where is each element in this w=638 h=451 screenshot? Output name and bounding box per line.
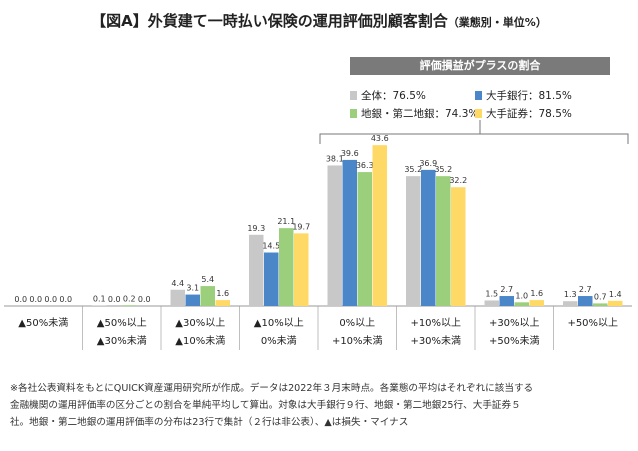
category-label: +10%未満 (332, 335, 383, 347)
bar (249, 234, 264, 306)
data-label: 36.9 (419, 159, 437, 168)
bar (499, 296, 514, 306)
legend-label: 大手証券：78.5% (486, 108, 572, 120)
footnote-line: 社。地銀・第二地銀の運用評価率の分布は23行で集計（２行は非公表）、▲は損失・マ… (10, 417, 409, 428)
bar (122, 305, 137, 306)
category-label: ▲30%以上 (175, 317, 225, 329)
data-label: 4.4 (171, 279, 184, 288)
bar (436, 176, 451, 306)
bar (514, 302, 529, 306)
legend-item-major-banks: 大手銀行：81.5% (475, 88, 572, 103)
data-label: 35.2 (404, 165, 422, 174)
data-label: 1.0 (515, 291, 528, 300)
data-label: 0.2 (123, 294, 136, 303)
legend-swatch (350, 109, 357, 118)
data-label: 1.4 (609, 290, 622, 299)
chart-title-main: 【図A】外貨建て一時払い保険の運用評価別顧客割合 (91, 12, 448, 30)
category-label: +30%以上 (489, 317, 540, 329)
legend-swatch (350, 91, 357, 100)
data-label: 1.5 (485, 289, 498, 298)
bar (170, 289, 185, 306)
data-label: 0.0 (138, 295, 151, 304)
data-label: 0.0 (29, 295, 42, 304)
data-label: 0.0 (14, 295, 27, 304)
category-label: ▲10%以上 (254, 317, 304, 329)
category-label: +50%以上 (567, 317, 618, 329)
bar (264, 252, 279, 306)
bar (215, 300, 230, 306)
category-label: ▲30%未満 (97, 335, 147, 347)
legend: 全体：76.5% 大手銀行：81.5% 地銀・第二地銀：74.3% 大手証券：7… (350, 82, 610, 120)
category-label: +30%未満 (410, 335, 461, 347)
category-label: ▲50%未満 (18, 317, 68, 329)
data-label: 21.1 (277, 217, 295, 226)
legend-swatch (475, 91, 482, 100)
bar (608, 300, 623, 306)
data-label: 19.3 (247, 224, 265, 233)
data-label: 0.0 (59, 295, 72, 304)
legend-label: 全体：76.5% (361, 90, 426, 102)
bar (279, 228, 294, 306)
category-label: +50%未満 (489, 335, 540, 347)
legend-heading: 評価損益がプラスの割合 (350, 57, 610, 75)
bar (406, 176, 421, 306)
data-label: 39.6 (341, 149, 359, 158)
category-label: +10%以上 (410, 317, 461, 329)
data-label: 2.7 (500, 285, 513, 294)
bar (342, 159, 357, 306)
data-label: 38.1 (326, 154, 344, 163)
legend-item-all: 全体：76.5% (350, 88, 426, 103)
data-label: 36.3 (356, 161, 374, 170)
data-label: 0.0 (108, 295, 121, 304)
data-label: 1.6 (530, 289, 543, 298)
category-label: ▲10%未満 (175, 335, 225, 347)
bar-chart: 0.0 0.0 0.0 0.0▲50%未満0.1 0.0 0.2 0.0▲50%以上▲30%… (4, 120, 632, 350)
bar (327, 165, 342, 306)
legend-item-regional-banks: 地銀・第二地銀：74.3% (350, 106, 478, 121)
category-label: 0%未満 (261, 335, 297, 347)
data-label: 0.7 (594, 292, 607, 301)
data-label: 35.2 (434, 165, 452, 174)
chart-title-sub: （業態別・単位%） (447, 16, 547, 29)
data-label: 2.7 (579, 285, 592, 294)
footnote-line: 金融機関の運用評価率の区分ごとの割合を単純平均して算出。対象は大手銀行９行、地銀… (10, 400, 521, 411)
bar (200, 286, 215, 306)
data-label: 5.4 (201, 275, 214, 284)
bar (451, 187, 466, 306)
bar (372, 145, 387, 306)
data-label: 1.3 (564, 290, 577, 299)
positive-range-bracket (319, 133, 629, 144)
bar (185, 294, 200, 306)
bar (563, 301, 578, 306)
data-label: 1.6 (216, 289, 229, 298)
footnote: ※各社公表資料をもとにQUICK資産運用研究所が作成。データは2022年３月末時… (10, 380, 630, 431)
bar (357, 172, 372, 306)
bar (294, 233, 309, 306)
footnote-line: ※各社公表資料をもとにQUICK資産運用研究所が作成。データは2022年３月末時… (10, 383, 534, 394)
legend-label: 地銀・第二地銀：74.3% (361, 108, 479, 120)
bar (484, 300, 499, 306)
data-label: 3.1 (186, 284, 199, 293)
data-label: 43.6 (371, 134, 389, 143)
legend-item-major-securities: 大手証券：78.5% (475, 106, 572, 121)
data-label: 14.5 (262, 242, 280, 251)
chart-title: 【図A】外貨建て一時払い保険の運用評価別顧客割合（業態別・単位%） (0, 10, 638, 31)
legend-swatch (475, 109, 482, 118)
bar (421, 169, 436, 306)
bar (529, 300, 544, 306)
bar (593, 303, 608, 306)
data-label: 0.1 (93, 295, 106, 304)
data-label: 0.0 (44, 295, 57, 304)
data-label: 19.7 (292, 222, 310, 231)
category-label: ▲50%以上 (97, 317, 147, 329)
data-label: 32.2 (449, 176, 467, 185)
bar (578, 296, 593, 306)
legend-label: 大手銀行：81.5% (486, 90, 572, 102)
category-label: 0%以上 (339, 317, 375, 329)
